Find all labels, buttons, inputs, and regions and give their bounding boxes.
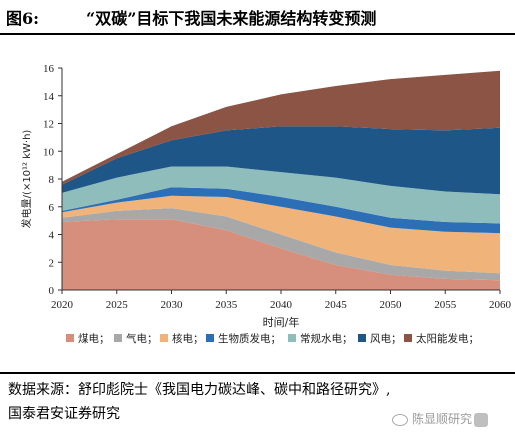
y-tick-label: 14 [43,91,55,103]
title-divider [0,33,515,35]
legend-label: 生物质发电； [218,332,281,345]
watermark: 陈显顺研究 [392,410,512,432]
x-tick-label: 2040 [270,299,293,311]
footer-divider [0,372,515,374]
legend-swatch [358,334,366,342]
x-tick-label: 2055 [434,299,457,311]
wechat-icon [392,413,408,426]
figure-title-bar: 图6: “双碳”目标下我国未来能源结构转变预测 [0,0,515,32]
legend-swatch [66,334,74,342]
legend-swatch [206,334,214,342]
y-tick-label: 0 [49,285,55,297]
x-tick-label: 2045 [325,299,348,311]
x-tick-label: 2050 [380,299,403,311]
figure-number: 图6: [6,9,40,28]
legend-label: 煤电； [78,332,110,345]
legend-swatch [404,334,412,342]
y-tick-label: 8 [49,174,55,186]
y-tick-label: 10 [43,146,55,158]
series-area-2 [62,208,500,281]
x-tick-label: 2020 [51,299,74,311]
data-source-line-1: 数据来源：舒印彪院士《我国电力碳达峰、碳中和路径研究》, [8,382,391,398]
y-tick-label: 6 [49,202,55,214]
legend-label: 气电； [126,332,158,345]
legend-label: 风电； [370,332,402,345]
brand-badge-icon [474,412,489,427]
y-tick-label: 2 [49,257,55,269]
legend-label: 常规水电； [300,332,353,345]
data-source: 数据来源：舒印彪院士《我国电力碳达峰、碳中和路径研究》, 国泰君安证券研究 [8,378,390,426]
x-tick-label: 2030 [161,299,184,311]
figure-title: “双碳”目标下我国未来能源结构转变预测 [86,9,377,28]
series-area-4 [62,187,500,234]
y-tick-label: 4 [49,230,55,242]
series-area-6 [62,126,500,195]
x-tick-label: 2060 [489,299,512,311]
watermark-text: 陈显顺研究 [412,412,473,426]
y-axis-label: 发电量/(×10¹² kW·h) [20,130,33,229]
series-area-7 [62,70,500,185]
legend-swatch [114,334,122,342]
y-tick-label: 16 [43,63,55,75]
x-axis-label: 时间/年 [263,315,300,329]
data-source-line-2: 国泰君安证券研究 [8,406,120,422]
series-area-5 [62,166,500,224]
legend-swatch [288,334,296,342]
y-tick-label: 12 [43,119,54,131]
series-area-1 [62,219,500,290]
legend-label: 核电； [172,332,204,345]
x-tick-label: 2035 [215,299,238,311]
legend-label: 太阳能发电； [416,332,479,345]
energy-structure-chart: 0 2 4 6 8 10 12 14 16 2020 2025 2030 2035 2040 2045 205… [20,63,512,345]
legend-swatch [160,334,168,342]
x-tick-label: 2025 [106,299,129,311]
series-area-3 [62,195,500,274]
